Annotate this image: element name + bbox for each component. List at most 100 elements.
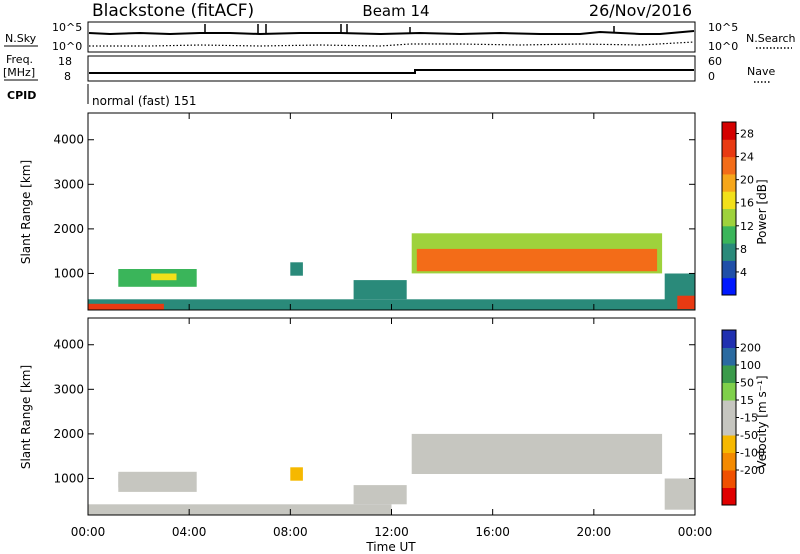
freq-tick-high: 18 (58, 55, 72, 68)
velocity-colorbar-swatch (722, 347, 736, 366)
time-tick-label: 20:00 (577, 525, 612, 539)
power-colorbar-tick-label: 16 (740, 197, 754, 210)
power-colorbar-swatch (722, 243, 736, 261)
velocity-colorbar-swatch (722, 417, 736, 436)
station-title: Blackstone (fitACF) (92, 1, 254, 21)
velocity-colorbar-label: Velocity [m s⁻¹] (755, 375, 769, 468)
velocity-colorbar-swatch (722, 470, 736, 488)
nsky-trace (88, 30, 695, 36)
beam-title: Beam 14 (362, 2, 429, 20)
power-colorbar-tick-label: 20 (740, 174, 754, 187)
velocity-colorbar-swatch (722, 400, 736, 418)
power-echo-region (88, 303, 164, 310)
power-colorbar-tick-label: 28 (740, 128, 754, 141)
time-tick-label: 04:00 (172, 525, 207, 539)
velocity-colorbar-tick-label: 15 (740, 394, 754, 407)
power-colorbar-tick-label: 4 (740, 266, 747, 279)
velocity-y-tick-label: 4000 (53, 338, 84, 352)
velocity-y-tick-label: 3000 (53, 382, 84, 396)
power-colorbar-swatch (722, 122, 736, 140)
velocity-colorbar: 200 100 50 15 -15 -50 -100 -200 (721, 329, 765, 506)
nsky-label: N.Sky (5, 32, 37, 45)
power-echo-region (353, 280, 407, 300)
power-colorbar-tick-label: 24 (740, 151, 754, 164)
velocity-colorbar-swatch (722, 452, 736, 471)
velocity-colorbar-tick-label: 50 (740, 377, 754, 390)
nave-label: Nave (747, 65, 775, 78)
nsky-tick-low: 10^0 (52, 40, 82, 53)
time-axis: 00:00 04:00 08:00 12:00 16:00 20:00 00:00 (71, 525, 713, 539)
velocity-colorbar-tick-label: 200 (740, 342, 761, 355)
nsearch-tick-high: 10^5 (708, 21, 738, 34)
power-echo-region (290, 262, 303, 276)
time-tick-label: 12:00 (374, 525, 409, 539)
power-colorbar-swatch (722, 139, 736, 158)
velocity-echo-region (88, 504, 392, 515)
power-ylabel: Slant Range [km] (19, 160, 33, 264)
time-tick-label: 16:00 (475, 525, 510, 539)
velocity-colorbar-tick-label: -50 (740, 429, 758, 442)
velocity-ylabel: Slant Range [km] (19, 365, 33, 469)
freq-unit-label: [MHz] (3, 66, 35, 79)
power-heatmap (88, 233, 695, 310)
velocity-colorbar-swatch (722, 487, 736, 506)
velocity-heatmap (88, 433, 695, 515)
power-echo-region (416, 248, 658, 272)
time-tick-label: 08:00 (273, 525, 308, 539)
power-echo-region (151, 273, 177, 281)
power-y-axis: 1000 2000 3000 4000 (53, 113, 696, 310)
power-y-tick-label: 2000 (53, 222, 84, 236)
velocity-y-tick-label: 2000 (53, 427, 84, 441)
velocity-colorbar-swatch (722, 330, 736, 348)
power-colorbar-swatch (722, 208, 736, 227)
power-colorbar-frame (721, 121, 737, 296)
power-colorbar-swatch (722, 191, 736, 209)
freq-tick-low: 8 (64, 70, 71, 83)
velocity-colorbar-tick-label: 100 (740, 359, 761, 372)
time-axis-label: Time UT (365, 540, 416, 554)
nave-tick-high: 60 (708, 55, 722, 68)
velocity-colorbar-tick-label: -15 (740, 412, 758, 425)
time-tick-label: 00:00 (678, 525, 713, 539)
freq-label: Freq. (6, 53, 33, 66)
velocity-echo-region (664, 478, 695, 510)
power-colorbar-tick-label: 12 (740, 220, 754, 233)
power-colorbar-swatch (722, 225, 736, 244)
power-y-tick-label: 4000 (53, 133, 84, 147)
nsky-spikes (204, 24, 615, 33)
nsky-panel (87, 21, 696, 53)
velocity-colorbar-swatch (722, 382, 736, 401)
cpid-label: CPID (7, 89, 36, 102)
power-y-tick-label: 3000 (53, 177, 84, 191)
power-echo-region (677, 295, 695, 310)
power-colorbar-swatch (722, 277, 736, 296)
power-colorbar-tick-label: 8 (740, 243, 747, 256)
nsearch-tick-low: 10^0 (708, 40, 738, 53)
power-colorbar-swatch (722, 156, 736, 175)
cpid-text: normal (fast) 151 (92, 94, 196, 108)
nsearch-trace (89, 41, 695, 47)
velocity-colorbar-tick-label: -100 (740, 447, 765, 460)
velocity-colorbar-swatch (722, 365, 736, 383)
velocity-echo-region (353, 485, 407, 505)
nsearch-label: N.Search (746, 32, 796, 45)
power-colorbar-swatch (722, 260, 736, 279)
velocity-echo-region (118, 474, 152, 488)
power-colorbar-label: Power [dB] (755, 179, 769, 244)
power-colorbar-swatch (722, 173, 736, 192)
velocity-y-tick-label: 1000 (53, 471, 84, 485)
velocity-y-axis: 1000 2000 3000 4000 (53, 318, 696, 515)
date-title: 26/Nov/2016 (589, 1, 692, 20)
velocity-echo-region (411, 433, 663, 474)
freq-panel (87, 55, 696, 82)
velocity-echo-region (290, 467, 303, 481)
velocity-colorbar-tick-label: -200 (740, 464, 765, 477)
power-colorbar: 4 8 12 16 20 24 28 (721, 121, 754, 296)
velocity-colorbar-swatch (722, 435, 736, 453)
nave-tick-low: 0 (708, 70, 715, 83)
freq-trace (89, 69, 694, 74)
time-tick-label: 00:00 (71, 525, 106, 539)
power-y-tick-label: 1000 (53, 266, 84, 280)
nsky-tick-high: 10^5 (52, 21, 82, 34)
